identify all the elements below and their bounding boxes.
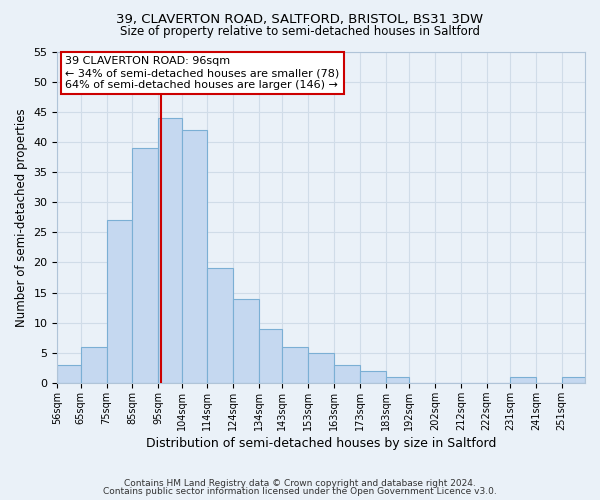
Text: 39, CLAVERTON ROAD, SALTFORD, BRISTOL, BS31 3DW: 39, CLAVERTON ROAD, SALTFORD, BRISTOL, B… (116, 12, 484, 26)
Bar (158, 118, 182, 383)
Bar (80, 347, 107, 383)
Bar (107, 220, 133, 383)
Bar (283, 347, 308, 383)
Bar (360, 371, 386, 383)
Bar (233, 298, 259, 383)
Text: Size of property relative to semi-detached houses in Saltford: Size of property relative to semi-detach… (120, 25, 480, 38)
X-axis label: Distribution of semi-detached houses by size in Saltford: Distribution of semi-detached houses by … (146, 437, 496, 450)
Bar (510, 377, 536, 383)
Bar (562, 377, 585, 383)
Bar (308, 353, 334, 383)
Text: Contains public sector information licensed under the Open Government Licence v3: Contains public sector information licen… (103, 487, 497, 496)
Bar (182, 130, 208, 383)
Text: Contains HM Land Registry data © Crown copyright and database right 2024.: Contains HM Land Registry data © Crown c… (124, 478, 476, 488)
Bar (58, 365, 80, 383)
Bar (334, 365, 360, 383)
Text: 39 CLAVERTON ROAD: 96sqm
← 34% of semi-detached houses are smaller (78)
64% of s: 39 CLAVERTON ROAD: 96sqm ← 34% of semi-d… (65, 56, 340, 90)
Bar (386, 377, 409, 383)
Bar (259, 328, 283, 383)
Y-axis label: Number of semi-detached properties: Number of semi-detached properties (15, 108, 28, 326)
Bar (208, 268, 233, 383)
Bar (133, 148, 158, 383)
